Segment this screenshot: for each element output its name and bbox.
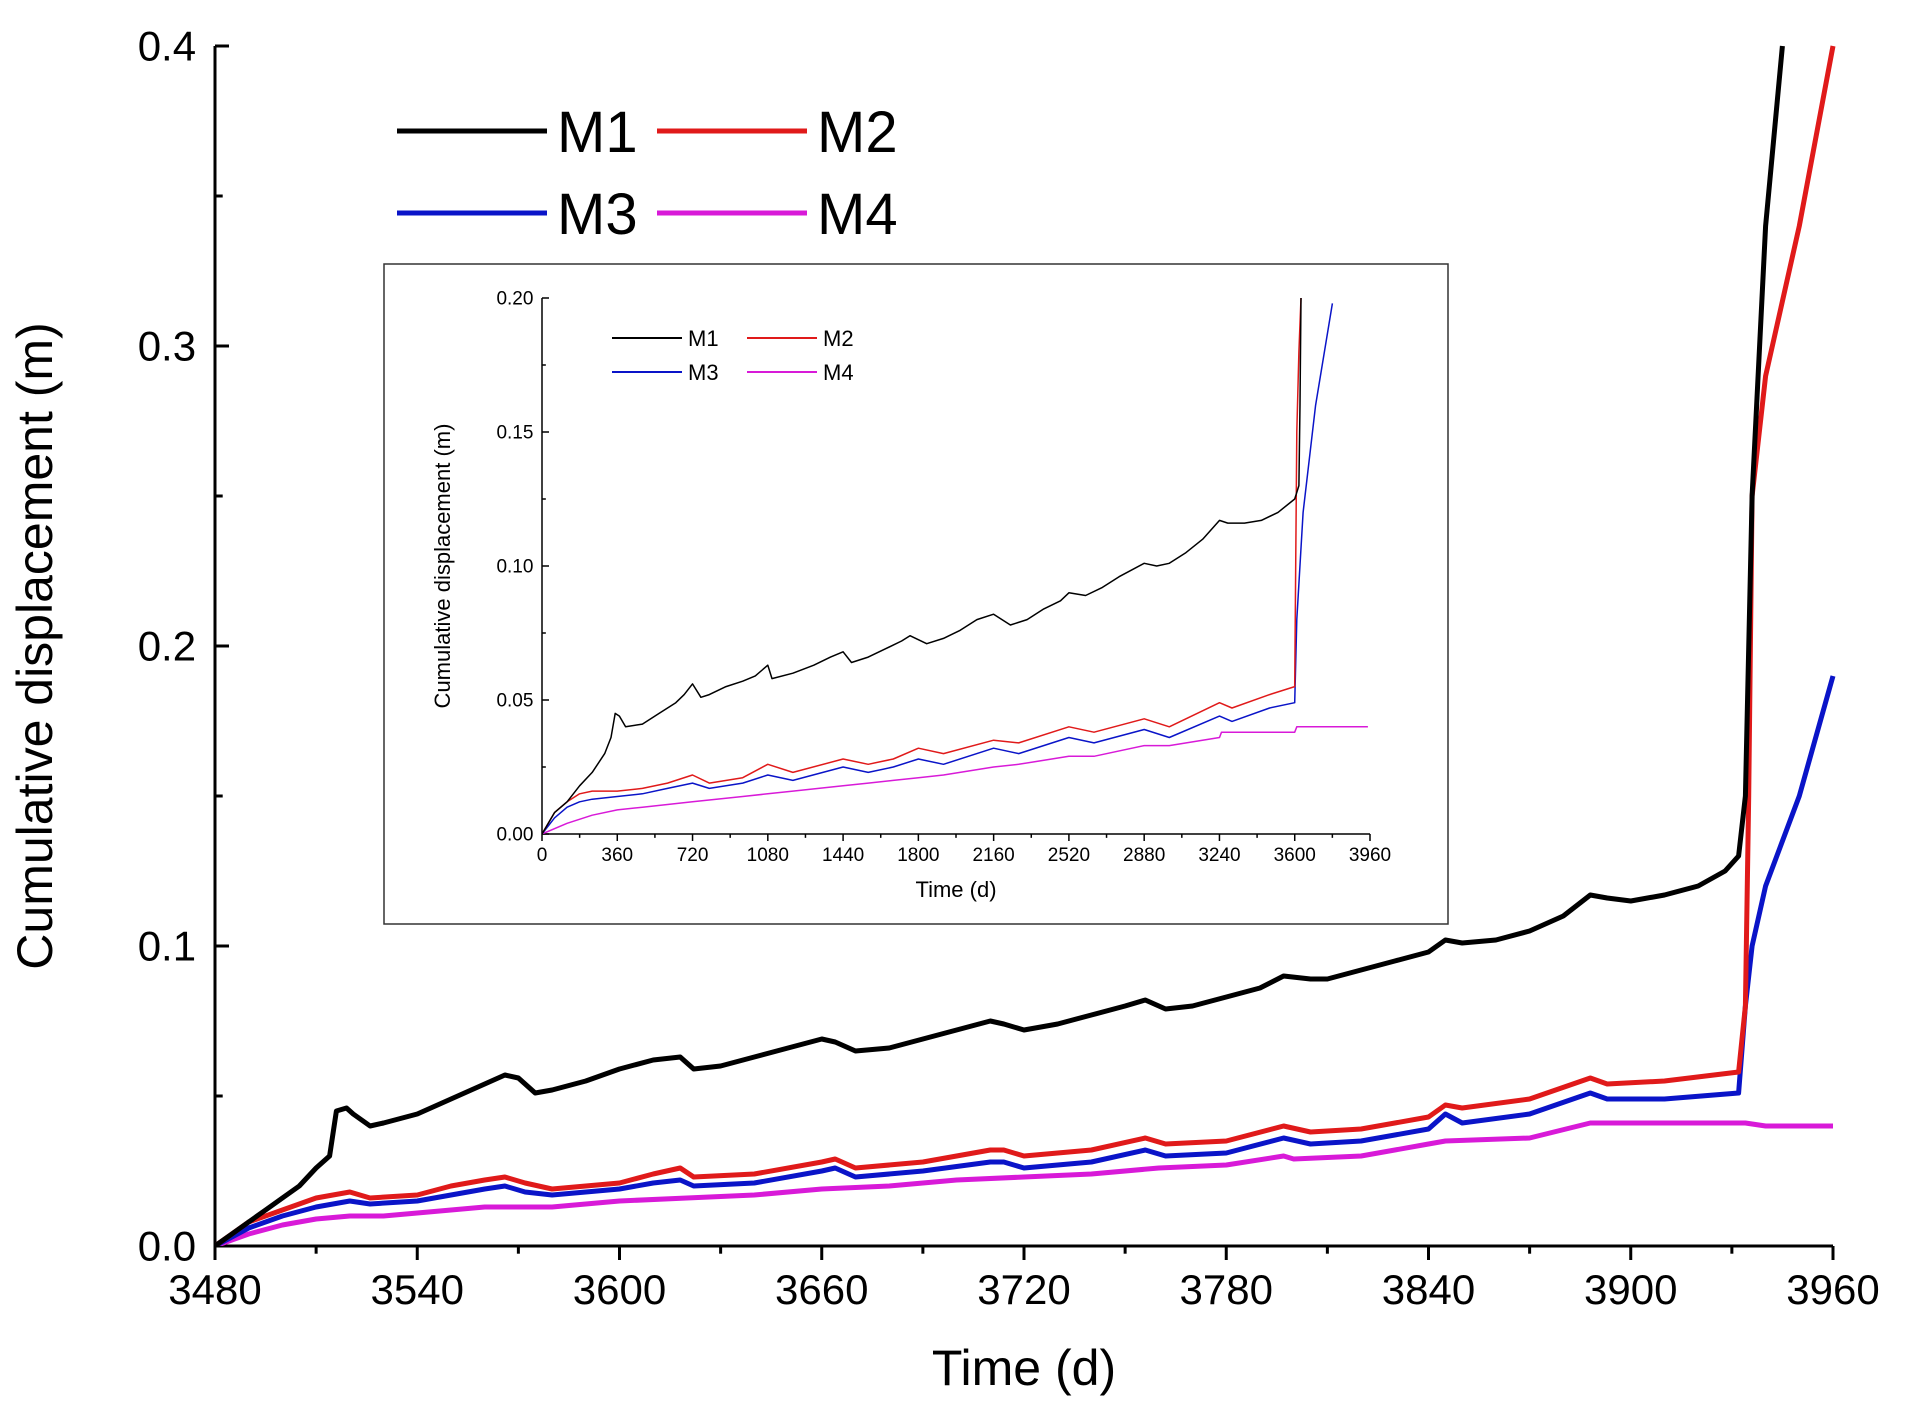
x-tick-label: 1440 [822,845,864,866]
legend-label-m2: M2 [817,100,898,165]
y-tick-label: 0.2 [138,623,196,670]
y-tick-label: 0.20 [496,289,533,310]
x-tick-label: 720 [677,845,709,866]
x-tick-label: 3600 [1274,845,1316,866]
y-tick-label: 0.10 [496,557,533,578]
series-line-m2 [215,45,1836,1246]
x-tick-label: 3480 [168,1266,261,1313]
y-tick-label: 0.3 [138,323,196,370]
series-line-m3 [215,675,1836,1246]
x-axis-title: Time (d) [932,1340,1116,1396]
x-tick-label: 3540 [371,1266,464,1313]
x-tick-label: 2520 [1048,845,1090,866]
x-tick-label: 3960 [1349,845,1391,866]
y-tick-label: 0.00 [496,825,533,846]
inset-plot: 0 360 720 1080 1440 1800 2160 2520 2880 3240 3600 3… [383,263,1449,925]
x-tick-label: 2880 [1123,845,1165,866]
series-line-m4 [542,726,1368,834]
series-line-m1 [542,297,1302,834]
legend-label-m1: M1 [557,100,638,165]
y-tick-label: 0.05 [496,691,533,712]
y-tick-label: 0.0 [138,1223,196,1270]
x-axis-title: Time (d) [915,877,996,902]
legend-label-m1: M1 [688,326,719,351]
x-tick-label: 1800 [897,845,939,866]
x-tick-label: 3900 [1584,1266,1677,1313]
legend-label-m3: M3 [688,360,719,385]
inset-frame [383,263,1449,925]
legend-label-m2: M2 [823,326,854,351]
series-line-m1 [215,45,1785,1246]
series-line-m3 [542,303,1334,834]
series-line-m4 [215,1120,1833,1246]
x-tick-label: 3960 [1786,1266,1879,1313]
x-tick-label: 1080 [747,845,789,866]
y-tick-label: 0.4 [138,23,196,70]
y-tick-label: 0.1 [138,923,196,970]
y-axis-title: Cumulative displacement (m) [7,322,63,969]
x-tick-label: 3600 [573,1266,666,1313]
x-tick-label: 3240 [1198,845,1240,866]
y-axis-title: Cumulative displacement (m) [430,424,455,709]
legend-label-m4: M4 [817,182,898,247]
x-tick-label: 3780 [1180,1266,1273,1313]
main-plot: 3480 3540 3600 3660 3720 3780 3840 3900 39600.00… [7,23,1880,1396]
x-tick-label: 3660 [775,1266,868,1313]
legend-label-m3: M3 [557,182,638,247]
x-tick-label: 360 [601,845,633,866]
x-tick-label: 3720 [977,1266,1070,1313]
x-tick-label: 0 [537,845,548,866]
y-tick-label: 0.15 [496,423,533,444]
legend-label-m4: M4 [823,360,854,385]
series-line-m2 [542,297,1302,834]
x-tick-label: 3840 [1382,1266,1475,1313]
x-tick-label: 2160 [972,845,1014,866]
